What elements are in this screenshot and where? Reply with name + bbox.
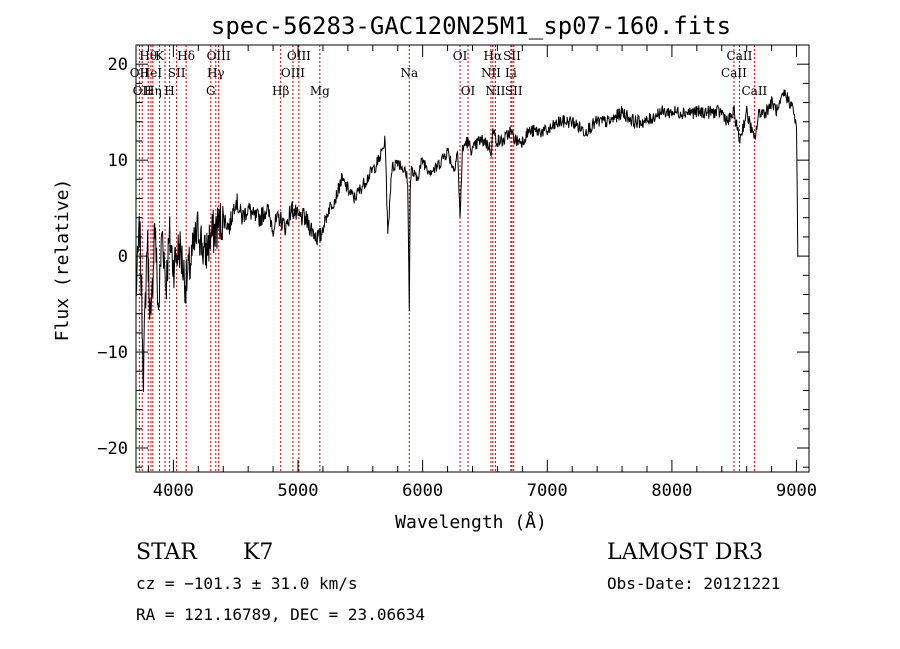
x-tick-label: 4000 (153, 481, 194, 501)
x-tick-label: 9000 (776, 481, 817, 501)
coordinates: RA = 121.16789, DEC = 23.06634 (136, 605, 425, 624)
spectral-line-label: OIII (207, 49, 231, 63)
spectral-line-label: Hδ (177, 49, 195, 63)
x-tick-label: 8000 (651, 481, 692, 501)
spectral-line-label: Na (400, 66, 418, 80)
spectral-line-label: G (206, 84, 216, 98)
spectral-line-label: Hη (144, 84, 162, 98)
spectral-line-label: Hθ (139, 49, 157, 63)
y-tick-label: 20 (108, 55, 128, 75)
y-tick-label: 10 (108, 151, 128, 171)
redshift-velocity: cz = −101.3 ± 31.0 km/s (136, 574, 358, 593)
spectral-line-label: OI (461, 84, 476, 98)
spectral-line-label: CaII (721, 66, 747, 80)
y-tick-label: −20 (97, 439, 128, 459)
spectral-line-label: OIII (281, 66, 305, 80)
spectral-line-label: OI (453, 49, 468, 63)
spectral-line-label: OIII (287, 49, 311, 63)
observation-date: Obs-Date: 20121221 (607, 574, 780, 593)
spectral-line-label: K (155, 49, 165, 63)
chart-title: spec-56283-GAC120N25M1_sp07-160.fits (211, 12, 731, 40)
spectral-line-label: Li (505, 66, 517, 80)
spectral-line-label: HeI (140, 66, 163, 80)
y-tick-label: 0 (118, 247, 128, 267)
x-tick-label: 7000 (527, 481, 568, 501)
x-axis-label: Wavelength (Å) (395, 511, 547, 533)
spectral-line-markers (138, 45, 755, 472)
y-tick-label: −10 (97, 343, 128, 363)
spectral-line-label: NII (485, 84, 505, 98)
spectral-line-label: SII (168, 66, 186, 80)
y-axis-ticks: −20 −10 0 10 20 (97, 44, 809, 468)
x-tick-label: 6000 (402, 481, 443, 501)
spectral-line-label: H (164, 84, 174, 98)
spectral-line-label: SII (505, 84, 523, 98)
spectral-line-label: OII (133, 84, 153, 98)
spectrum-series-line (135, 89, 799, 392)
spectral-line-label: CaII (741, 84, 767, 98)
spectral-line-label: SII (503, 49, 521, 63)
object-class: STAR (136, 540, 198, 565)
y-axis-label: Flux (relative) (52, 179, 73, 342)
spectral-line-label: OII (130, 66, 150, 80)
spectral-line-label: NII (481, 66, 501, 80)
spectral-line-labels: OII OII Hθ HeI Hη K H SII Hδ G Hγ OIII Hβ OIII OIII Mg N… (130, 49, 768, 98)
object-subclass: K7 (243, 540, 273, 565)
spectral-line-label: Hα (484, 49, 503, 63)
x-tick-label: 5000 (278, 481, 319, 501)
spectral-line-label: CaII (727, 49, 753, 63)
spectral-line-label: Hβ (272, 84, 289, 98)
spectral-line-label: Mg (310, 84, 330, 98)
x-axis-ticks: 4000 5000 6000 7000 8000 9000 (147, 45, 817, 501)
spectral-line-label: Hγ (207, 66, 225, 80)
survey-name: LAMOST DR3 (607, 540, 763, 565)
